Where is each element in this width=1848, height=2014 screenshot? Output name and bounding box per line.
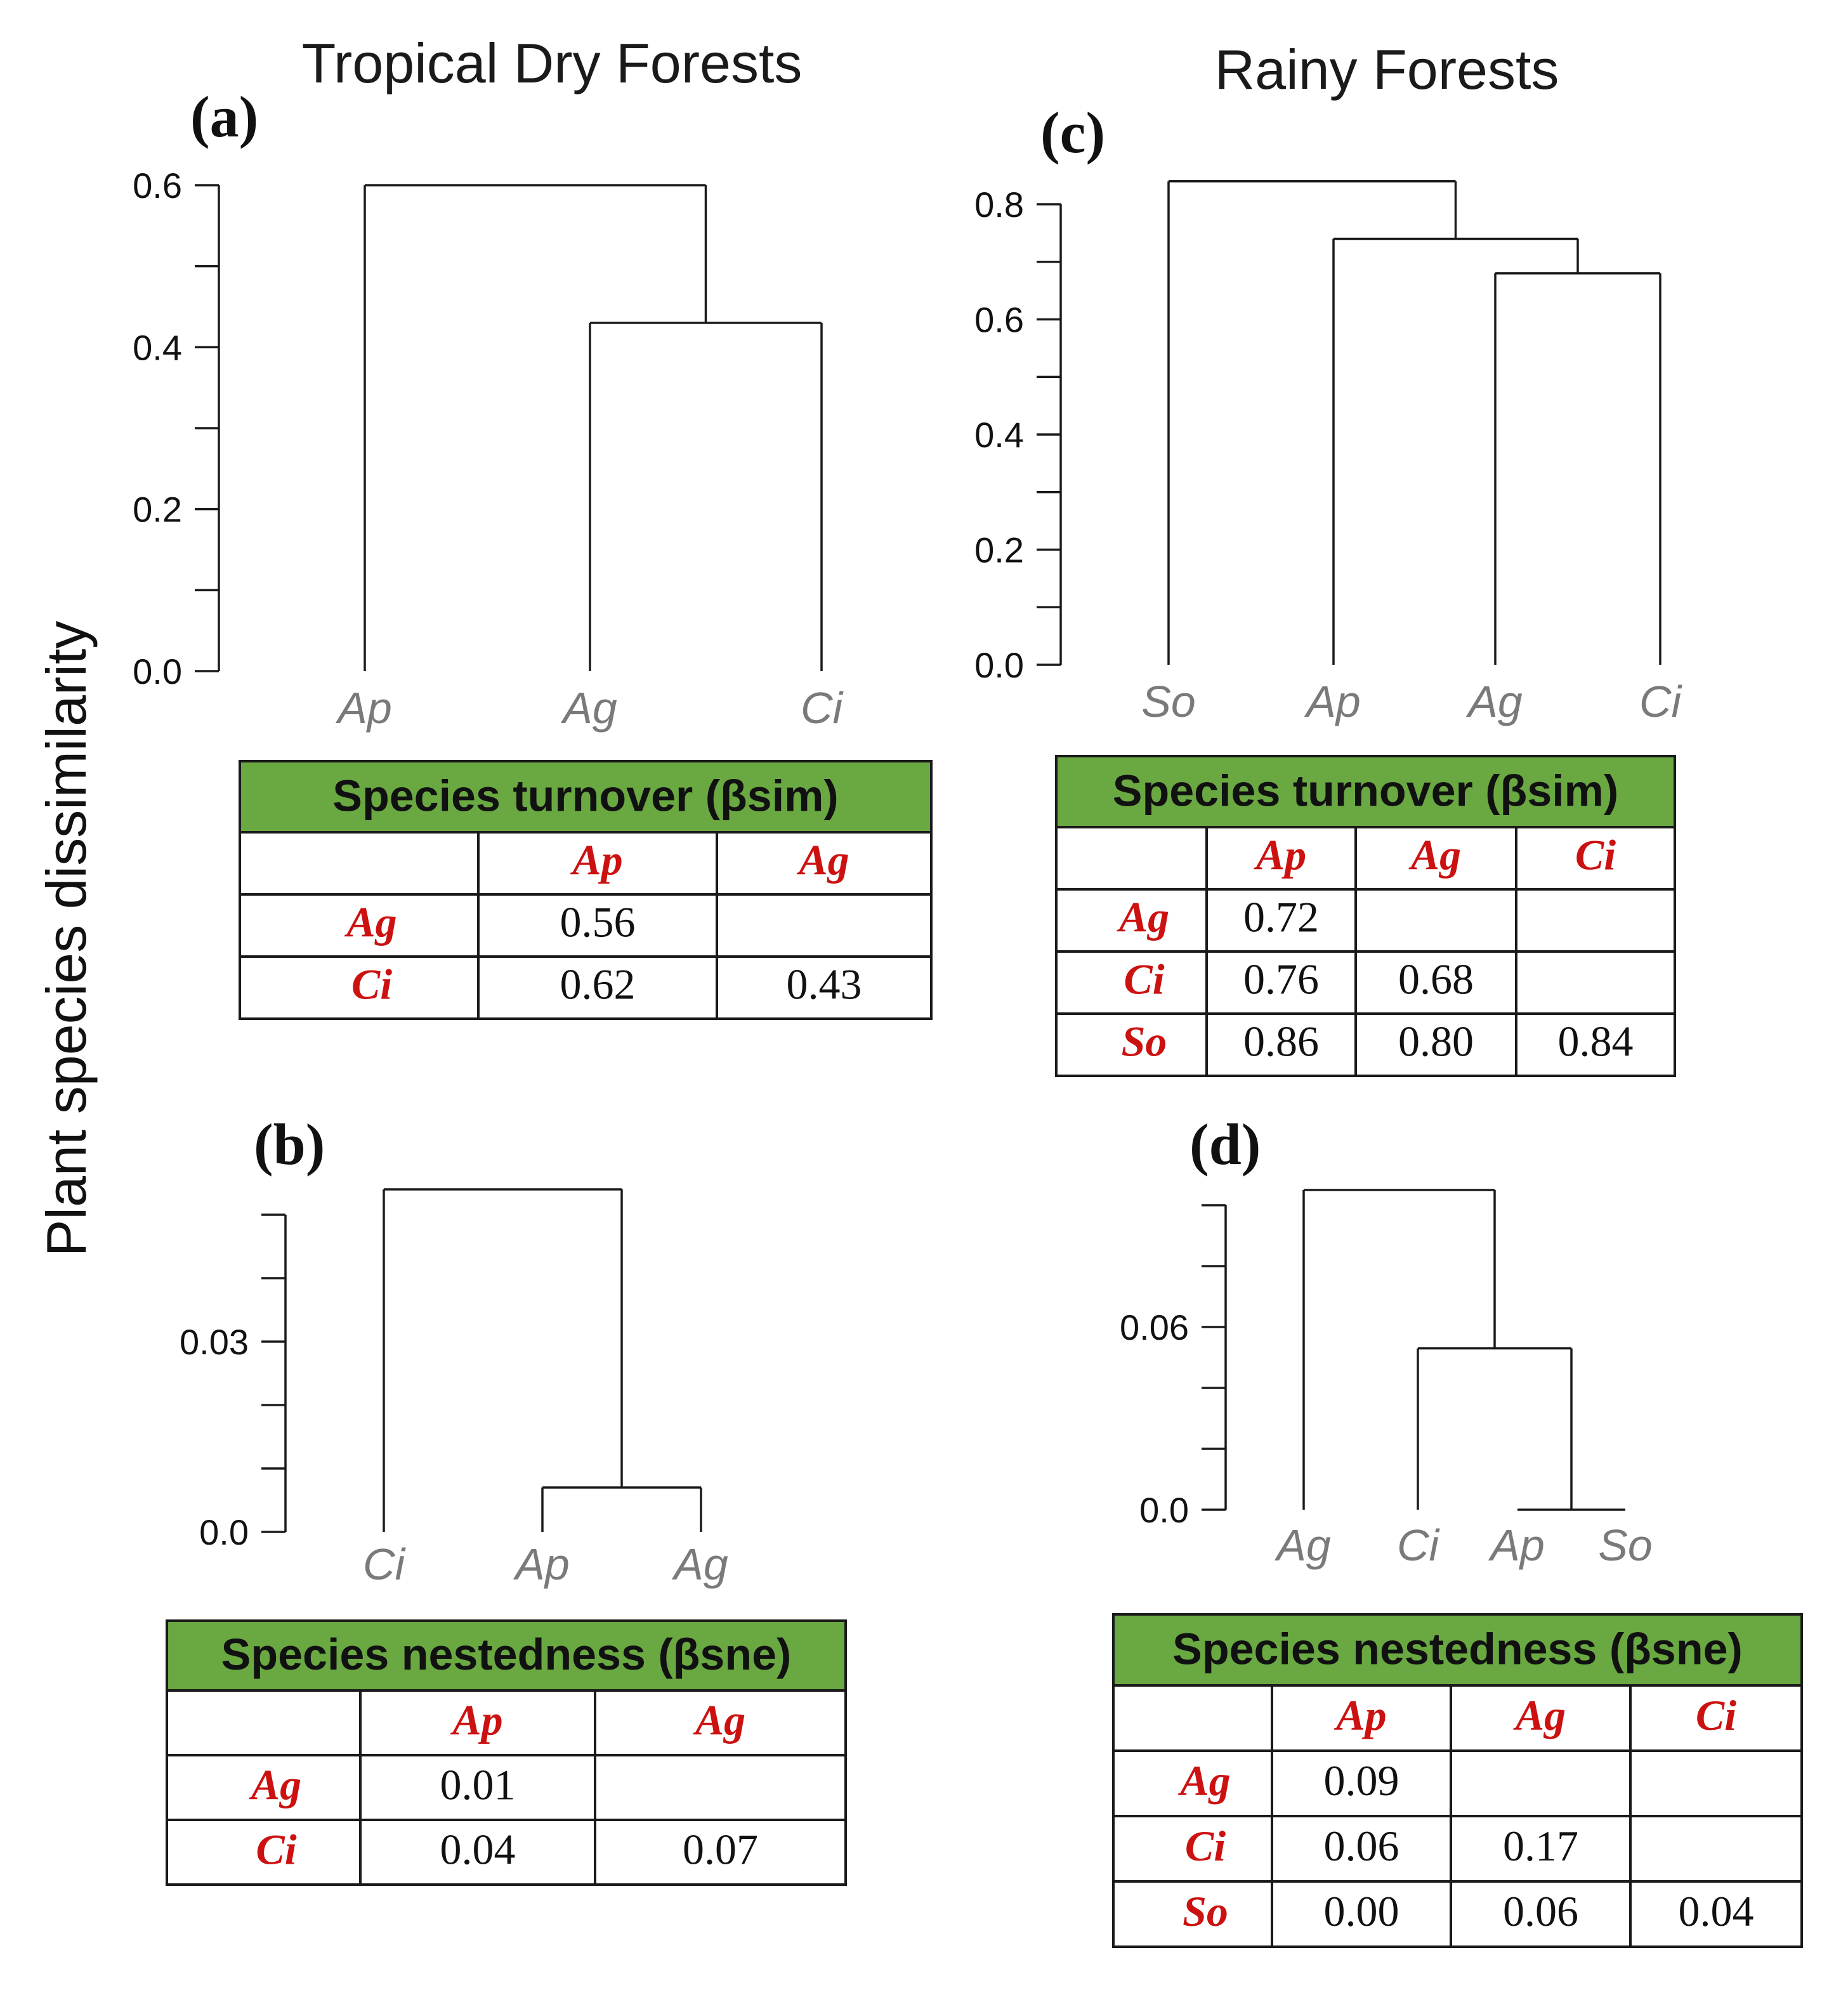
table-column-header: Ap: [570, 836, 622, 884]
table-column-header: Ap: [1254, 831, 1306, 879]
table-cell-value: 0.72: [1243, 893, 1319, 941]
table-column-header: Ap: [450, 1696, 502, 1744]
table-cell-value: 0.17: [1503, 1822, 1578, 1870]
y-tick-label: 0.0: [974, 645, 1024, 685]
table-column-header: Ci: [1575, 831, 1616, 879]
table-cell-value: 0.04: [1679, 1887, 1754, 1935]
table-cell-value: 0.62: [560, 960, 636, 1009]
leaf-label: So: [1598, 1520, 1653, 1570]
table-title: Species turnover (βsim): [332, 771, 838, 820]
table-cell-value: 0.09: [1324, 1756, 1399, 1805]
y-tick-label: 0.0: [1139, 1490, 1189, 1530]
y-tick-label: 0.0: [199, 1512, 249, 1552]
table-cell-value: 0.68: [1398, 955, 1474, 1004]
dissimilarity-table: Species turnover (βsim) Ap Ag Ci Ag 0.72 Ci 0.7…: [1055, 755, 1676, 1077]
table-row-header: Ci: [1185, 1822, 1226, 1870]
table-cell-value: 0.06: [1503, 1887, 1578, 1935]
panel-letter: (c): [1040, 100, 1105, 165]
table-row-header: Ci: [1124, 955, 1164, 1004]
table-cell-value: 0.43: [787, 960, 862, 1009]
table-cell-value: 0.56: [560, 898, 636, 946]
y-tick-label: 0.0: [133, 651, 182, 691]
panel-letter: (a): [190, 84, 258, 149]
leaf-label: Ag: [560, 683, 617, 733]
table-column-header: Ag: [1513, 1691, 1566, 1739]
right-column-title: Rainy Forests: [1215, 38, 1559, 101]
table-cell-value: 0.07: [683, 1825, 758, 1873]
table-column-header: Ag: [1408, 831, 1461, 879]
leaf-label: Ap: [1488, 1520, 1545, 1570]
table-column-header: Ag: [693, 1696, 745, 1744]
leaf-label: Ci: [363, 1540, 407, 1589]
leaf-label: Ci: [1639, 677, 1683, 726]
table-cell-value: 0.00: [1324, 1887, 1399, 1935]
table-header-band: [239, 760, 933, 834]
y-tick-label: 0.2: [133, 490, 182, 530]
y-tick-label: 0.03: [180, 1322, 249, 1362]
y-tick-label: 0.6: [974, 300, 1024, 340]
leaf-label: Ag: [671, 1540, 728, 1589]
panel-letter: (d): [1189, 1112, 1261, 1177]
leaf-label: Ci: [801, 683, 844, 733]
y-tick-label: 0.4: [974, 415, 1024, 455]
table-row-header: So: [1122, 1017, 1167, 1066]
table-column-header: Ag: [796, 836, 849, 884]
table-row-header: Ag: [344, 898, 396, 946]
dissimilarity-table: Species nestedness (βsne) Ap Ag Ci Ag 0.09 Ci 0…: [1112, 1613, 1803, 1948]
table-row-header: Ci: [256, 1825, 296, 1873]
table-cell-value: 0.01: [440, 1760, 516, 1808]
y-tick-label: 0.2: [974, 530, 1024, 570]
table-title: Species nestedness (βsne): [221, 1630, 792, 1679]
table-title: Species nestedness (βsne): [1172, 1624, 1743, 1673]
table-row-header: Ag: [1117, 893, 1169, 941]
table-cell-value: 0.04: [440, 1825, 516, 1873]
y-axis-label: Plant species dissimilarity: [35, 621, 98, 1257]
table-column-header: Ap: [1334, 1691, 1386, 1739]
y-tick-label: 0.06: [1120, 1307, 1189, 1347]
table-header-band: [1055, 755, 1676, 828]
y-tick-label: 0.6: [133, 166, 182, 206]
table-body-border: [166, 1689, 847, 1886]
table-row-header: Ci: [351, 960, 392, 1009]
leaf-label: Ap: [513, 1540, 570, 1589]
table-cell-value: 0.86: [1243, 1017, 1319, 1066]
leaf-label: So: [1141, 677, 1196, 726]
table-row-header: Ag: [249, 1760, 301, 1808]
leaf-label: Ap: [335, 683, 392, 733]
leaf-label: Ag: [1274, 1520, 1331, 1570]
table-header-band: [1112, 1613, 1803, 1687]
table-title: Species turnover (βsim): [1113, 766, 1618, 815]
table-row-header: Ag: [1177, 1756, 1230, 1805]
dissimilarity-table: Species nestedness (βsne) Ap Ag Ag 0.01 Ci 0.0…: [166, 1619, 847, 1886]
panel-letter: (b): [254, 1112, 325, 1177]
leaf-label: Ag: [1465, 677, 1523, 726]
table-column-header: Ci: [1696, 1691, 1736, 1739]
table-cell-value: 0.80: [1398, 1017, 1474, 1066]
left-column-title: Tropical Dry Forests: [302, 32, 803, 95]
leaf-label: Ci: [1397, 1520, 1441, 1570]
table-body-border: [239, 831, 933, 1020]
dissimilarity-table: Species turnover (βsim) Ap Ag Ag 0.56 Ci 0.62 0…: [239, 760, 933, 1020]
table-row-header: So: [1183, 1887, 1228, 1935]
leaf-label: Ap: [1304, 677, 1361, 726]
table-cell-value: 0.06: [1324, 1822, 1399, 1870]
table-cell-value: 0.84: [1558, 1017, 1634, 1066]
table-cell-value: 0.76: [1243, 955, 1319, 1004]
y-tick-label: 0.8: [974, 185, 1024, 225]
y-tick-label: 0.4: [133, 327, 182, 367]
